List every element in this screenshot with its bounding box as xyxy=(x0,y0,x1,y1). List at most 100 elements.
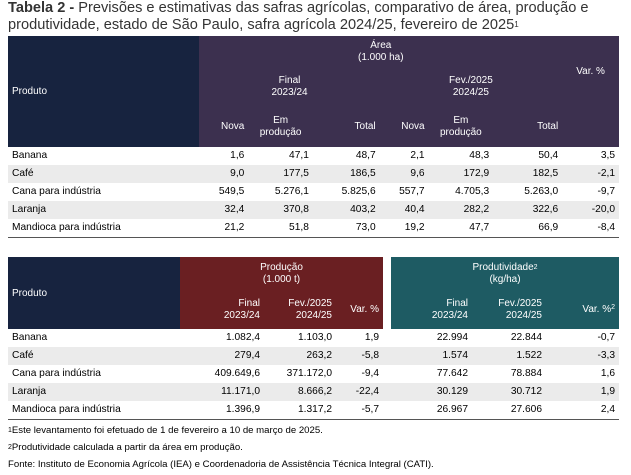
footnote-2-text: Produtividade calculada a partir da área… xyxy=(11,442,243,453)
prod-var-header: Var. % xyxy=(336,290,383,329)
prodv-cell: 30.129 xyxy=(391,383,472,401)
footnote-2: 2Produtividade calculada a partir da áre… xyxy=(8,439,434,456)
area-cell: 51,8 xyxy=(248,219,313,238)
table-row: Laranja 11.171,0 8.666,2 -22,4 30.129 30… xyxy=(8,383,620,401)
area-cell: 403,2 xyxy=(312,201,380,219)
area-product-cell: Banana xyxy=(12,150,48,161)
area-table: Produto Área (1.000 ha) Var. % Final 202… xyxy=(8,36,619,238)
prodv-var-header: Var. %2 xyxy=(546,290,620,329)
area-var-cell: -8,4 xyxy=(562,219,619,238)
prod-product-header: Produto xyxy=(8,257,180,329)
prodv-cell: 30.712 xyxy=(472,383,546,401)
table-row: Mandioca para indústria 1.396,9 1.317,2 … xyxy=(8,401,620,420)
prod-var-cell: -22,4 xyxy=(336,383,383,401)
prodv-var-cell: -3,3 xyxy=(546,347,620,365)
table-row: Café 279,4 263,2 -5,8 1.574 1.522 -3,3 xyxy=(8,347,620,365)
prod-var-cell: -5,8 xyxy=(336,347,383,365)
area-cell: 1,6 xyxy=(230,150,245,161)
prod-cell: 279,4 xyxy=(180,347,264,365)
area-var-cell: -2,1 xyxy=(562,165,619,183)
prodv-cell: 22.844 xyxy=(510,332,542,343)
area-cell: 9,6 xyxy=(379,165,429,183)
productivity-group-title: Produtividade2 xyxy=(395,262,615,274)
prod-product-cell: Banana xyxy=(12,332,48,343)
footnote-1: 1Este levantamento foi efetuado de 1 de … xyxy=(8,422,434,439)
area-sub-emprod-1-l1: Em xyxy=(273,114,289,126)
table-title-footnote-mark: 1 xyxy=(514,20,519,29)
area-sub-nova-1: Nova xyxy=(199,106,249,147)
area-product-cell: Cana para indústria xyxy=(12,186,101,197)
area-cell: 21,2 xyxy=(199,219,249,238)
prod-product-cell: Mandioca para indústria xyxy=(8,401,180,420)
area-cell: 19,2 xyxy=(379,219,429,238)
footnotes: 1Este levantamento foi efetuado de 1 de … xyxy=(8,422,434,473)
prod-final-l1: Final xyxy=(238,297,260,309)
prod-cell: 263,2 xyxy=(264,347,336,365)
productivity-footnote-mark: 2 xyxy=(533,263,538,271)
table-row: Cana para indústria 409.649,6 371.172,0 … xyxy=(8,365,619,383)
prodv-fev-l2: 2024/25 xyxy=(505,309,542,321)
area-group-unit: (1.000 ha) xyxy=(357,51,404,63)
area-cell: 4.705,3 xyxy=(455,186,490,197)
area-cell: 47,7 xyxy=(428,219,494,238)
area-sub-nova-2: Nova xyxy=(379,106,429,147)
table-row: Cana para indústria 549,5 5.276,1 5.825,… xyxy=(8,183,619,201)
area-product-cell: Laranja xyxy=(8,201,200,219)
area-cell: 48,7 xyxy=(355,150,376,161)
prod-cell: 11.171,0 xyxy=(180,383,264,401)
area-cell: 2,1 xyxy=(410,150,425,161)
area-cell: 48,3 xyxy=(469,150,490,161)
table-row: Café 9,0 177,5 186,5 9,6 172,9 182,5 -2,… xyxy=(8,165,619,183)
prodv-final-header: Final 2023/24 xyxy=(391,290,472,329)
area-group-title: Área xyxy=(370,39,392,51)
area-period-final-header: Final 2023/24 xyxy=(199,67,380,106)
production-group-header: Produção (1.000 t) xyxy=(180,257,383,290)
area-product-cell: Café xyxy=(8,165,200,183)
prodv-cell: 78.884 xyxy=(510,368,542,379)
area-product-cell: Mandioca para indústria xyxy=(8,219,200,238)
gap-cell xyxy=(383,401,391,420)
area-cell: 549,5 xyxy=(218,186,245,197)
prod-fev-l2: 2024/25 xyxy=(295,309,332,321)
area-sub-emprod-2-l2: produção xyxy=(440,126,482,138)
area-group-header: Área (1.000 ha) xyxy=(199,36,563,67)
production-table: Produto Produção (1.000 t) Produtividade… xyxy=(8,257,620,420)
prodv-cell: 26.967 xyxy=(391,401,472,420)
prod-product-cell: Laranja xyxy=(8,383,180,401)
prod-cell: 409.649,6 xyxy=(214,368,260,379)
prodv-var-cell: 1,6 xyxy=(600,368,616,379)
gap-cell xyxy=(383,383,391,401)
area-cell: 40,4 xyxy=(379,201,429,219)
table-gap xyxy=(383,257,391,329)
area-cell: 172,9 xyxy=(428,165,494,183)
area-cell: 73,0 xyxy=(312,219,380,238)
prodv-cell: 27.606 xyxy=(472,401,546,420)
area-cell: 32,4 xyxy=(199,201,249,219)
area-cell: 182,5 xyxy=(493,165,563,183)
prod-var-cell: 1,9 xyxy=(364,332,379,343)
area-cell: 370,8 xyxy=(248,201,313,219)
area-period-fev-year: 2024/25 xyxy=(452,86,489,98)
prodv-cell: 1.522 xyxy=(472,347,546,365)
prodv-final-l2: 2023/24 xyxy=(431,309,468,321)
area-var-header-filler xyxy=(562,106,619,147)
area-var-cell: -9,7 xyxy=(597,186,615,197)
area-var-cell: 3,5 xyxy=(600,150,615,161)
prodv-fev-header: Fev./2025 2024/25 xyxy=(472,290,546,329)
productivity-title-text: Produtividade xyxy=(472,261,534,273)
prod-fev-header: Fev./2025 2024/25 xyxy=(264,290,336,329)
prodv-var-cell: 2,4 xyxy=(546,401,620,420)
prodv-cell: 22.994 xyxy=(436,332,468,343)
area-cell: 557,7 xyxy=(399,186,425,197)
prod-var-cell: -9,4 xyxy=(361,368,379,379)
area-cell: 5.263,0 xyxy=(524,186,559,197)
table-row: Laranja 32,4 370,8 403,2 40,4 282,2 322,… xyxy=(8,201,619,219)
area-cell: 66,9 xyxy=(493,219,563,238)
footnote-1-text: Este levantamento foi efetuado de 1 de f… xyxy=(11,425,323,436)
prod-cell: 1.082,4 xyxy=(226,332,260,343)
area-cell: 50,4 xyxy=(538,150,559,161)
area-period-final-year: 2023/24 xyxy=(271,86,308,98)
table-title-label: Tabela 2 - xyxy=(8,0,75,16)
area-var-header: Var. % xyxy=(562,36,619,106)
table-title-text: Previsões e estimativas das safras agríc… xyxy=(8,0,589,33)
